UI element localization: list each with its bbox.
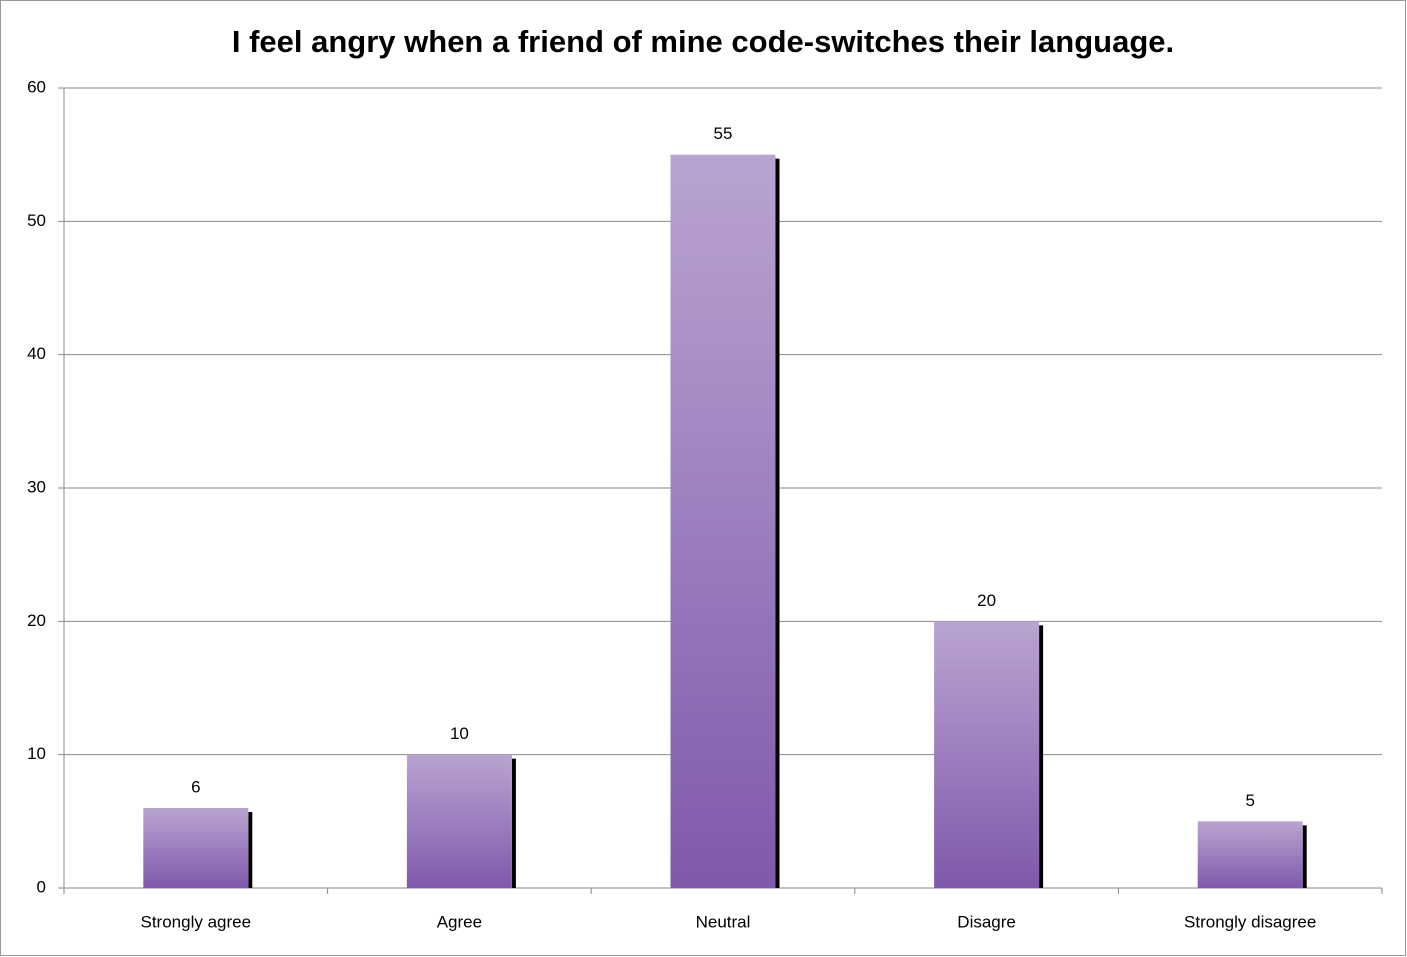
bar — [934, 621, 1040, 888]
bar — [143, 808, 249, 888]
x-tick-label: Strongly disagree — [1184, 912, 1316, 931]
bar — [406, 754, 512, 888]
y-tick-label: 60 — [27, 77, 46, 96]
x-tick-label: Agree — [437, 912, 482, 931]
data-label: 10 — [450, 724, 469, 743]
data-label: 6 — [191, 777, 200, 796]
y-tick-label: 30 — [27, 477, 46, 496]
data-label: 20 — [977, 591, 996, 610]
y-tick-label: 20 — [27, 611, 46, 630]
bar-shadow — [1302, 825, 1307, 888]
x-tick-label: Disagre — [957, 912, 1016, 931]
y-tick-label: 40 — [27, 344, 46, 363]
bar-shadow — [511, 758, 516, 888]
data-label: 5 — [1245, 791, 1254, 810]
bar-shadow — [775, 158, 780, 888]
y-tick-label: 50 — [27, 211, 46, 230]
y-tick-label: 10 — [27, 744, 46, 763]
bar-shadow — [248, 812, 253, 888]
y-tick-label: 0 — [37, 877, 46, 896]
data-label: 55 — [714, 124, 733, 143]
bar — [670, 154, 776, 888]
bar — [1197, 821, 1303, 888]
chart-title: I feel angry when a friend of mine code-… — [232, 24, 1174, 59]
x-tick-label: Strongly agree — [141, 912, 252, 931]
bar-shadow — [1039, 625, 1044, 888]
x-tick-label: Neutral — [696, 912, 751, 931]
